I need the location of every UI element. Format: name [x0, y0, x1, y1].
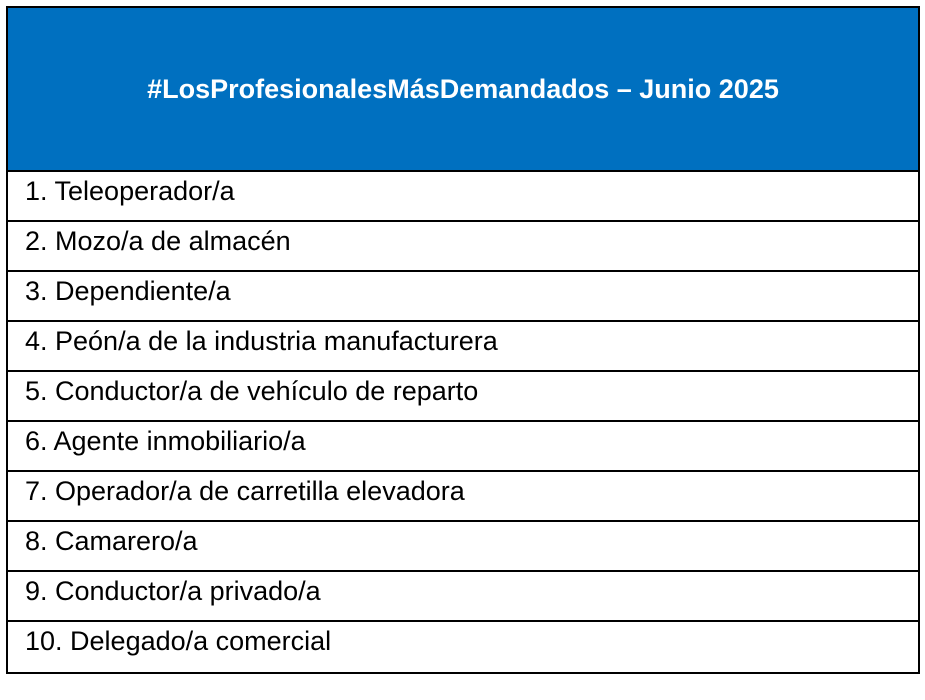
row-text: 6. Agente inmobiliario/a	[25, 426, 306, 456]
table-title: #LosProfesionalesMásDemandados – Junio 2…	[147, 73, 779, 104]
table-row: 8. Camarero/a	[8, 522, 918, 572]
row-text: 5. Conductor/a de vehículo de reparto	[25, 376, 479, 406]
row-text: 2. Mozo/a de almacén	[25, 226, 291, 256]
table-row: 10. Delegado/a comercial	[8, 622, 918, 672]
ranking-table: #LosProfesionalesMásDemandados – Junio 2…	[6, 6, 920, 674]
row-text: 3. Dependiente/a	[25, 276, 231, 306]
row-text: 10. Delegado/a comercial	[25, 626, 332, 656]
table-row: 5. Conductor/a de vehículo de reparto	[8, 372, 918, 422]
table-row: 7. Operador/a de carretilla elevadora	[8, 472, 918, 522]
table-row: 1. Teleoperador/a	[8, 172, 918, 222]
table-row: 9. Conductor/a privado/a	[8, 572, 918, 622]
row-text: 7. Operador/a de carretilla elevadora	[25, 476, 465, 506]
row-text: 8. Camarero/a	[25, 526, 198, 556]
table-row: 3. Dependiente/a	[8, 272, 918, 322]
table-row: 6. Agente inmobiliario/a	[8, 422, 918, 472]
row-text: 1. Teleoperador/a	[25, 176, 235, 206]
row-text: 4. Peón/a de la industria manufacturera	[25, 326, 498, 356]
table-header: #LosProfesionalesMásDemandados – Junio 2…	[8, 8, 918, 172]
table-row: 2. Mozo/a de almacén	[8, 222, 918, 272]
row-text: 9. Conductor/a privado/a	[25, 576, 321, 606]
table-row: 4. Peón/a de la industria manufacturera	[8, 322, 918, 372]
